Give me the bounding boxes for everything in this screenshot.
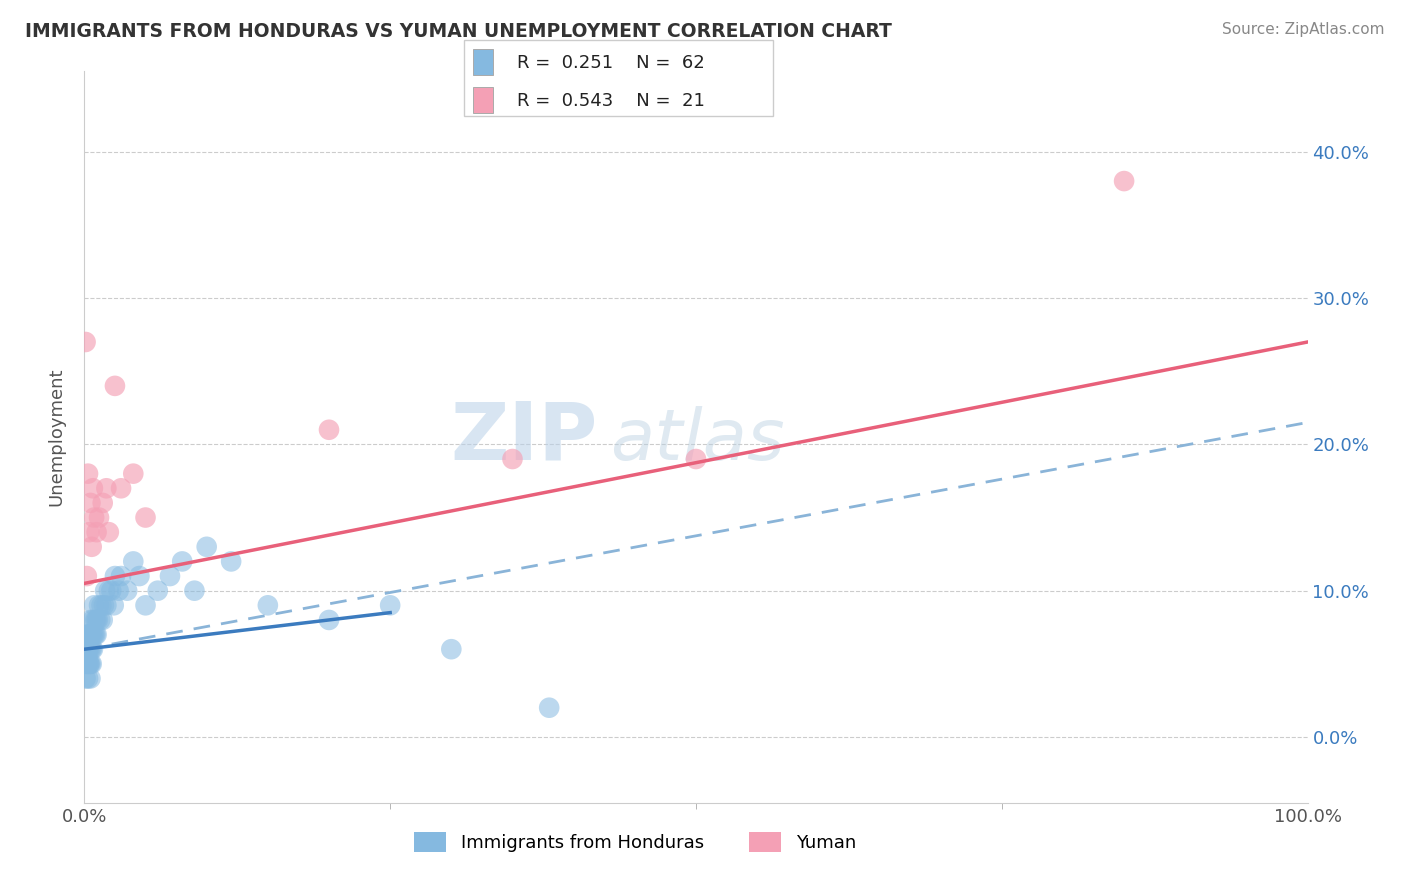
- Point: [257, 599, 280, 613]
- Point: [75, 334, 97, 349]
- Y-axis label: Unemployment: Unemployment: [48, 368, 66, 507]
- Point: [76, 657, 98, 671]
- Point: [87, 510, 110, 524]
- Point: [83, 627, 105, 641]
- Point: [135, 510, 157, 524]
- Text: atlas: atlas: [610, 406, 785, 475]
- Point: [318, 613, 340, 627]
- Point: [75, 657, 97, 671]
- Point: [77, 642, 100, 657]
- Point: [122, 467, 145, 481]
- Point: [538, 700, 561, 714]
- Point: [76, 657, 98, 671]
- Point: [79, 642, 101, 657]
- Point: [80, 657, 103, 671]
- Point: [100, 583, 122, 598]
- Point: [75, 672, 97, 686]
- Text: R =  0.251    N =  62: R = 0.251 N = 62: [517, 54, 706, 72]
- Point: [183, 583, 205, 598]
- Point: [91, 613, 114, 627]
- Point: [79, 672, 101, 686]
- Point: [80, 642, 103, 657]
- Point: [87, 599, 110, 613]
- Text: Source: ZipAtlas.com: Source: ZipAtlas.com: [1222, 22, 1385, 37]
- Point: [77, 627, 100, 641]
- Point: [77, 467, 100, 481]
- Point: [84, 613, 107, 627]
- Point: [94, 583, 117, 598]
- Point: [76, 627, 98, 641]
- Point: [195, 540, 218, 554]
- Point: [84, 627, 107, 641]
- Point: [77, 672, 100, 686]
- Point: [76, 569, 98, 583]
- Point: [90, 599, 112, 613]
- Point: [77, 642, 100, 657]
- Point: [135, 599, 157, 613]
- Point: [77, 525, 100, 540]
- Point: [96, 599, 118, 613]
- Text: IMMIGRANTS FROM HONDURAS VS YUMAN UNEMPLOYMENT CORRELATION CHART: IMMIGRANTS FROM HONDURAS VS YUMAN UNEMPL…: [25, 22, 893, 41]
- Legend: Immigrants from Honduras, Yuman: Immigrants from Honduras, Yuman: [406, 825, 863, 860]
- Point: [86, 627, 108, 641]
- Point: [103, 599, 125, 613]
- Point: [146, 583, 169, 598]
- Text: R =  0.543    N =  21: R = 0.543 N = 21: [517, 92, 706, 110]
- Point: [77, 657, 100, 671]
- Point: [86, 525, 108, 540]
- Point: [380, 599, 402, 613]
- Point: [79, 496, 101, 510]
- Point: [83, 510, 105, 524]
- Point: [97, 583, 120, 598]
- Point: [91, 496, 114, 510]
- Text: ZIP: ZIP: [451, 398, 598, 476]
- Point: [82, 642, 104, 657]
- Point: [80, 627, 103, 641]
- Point: [89, 613, 111, 627]
- Point: [82, 613, 104, 627]
- Point: [97, 525, 120, 540]
- Point: [79, 613, 101, 627]
- Point: [77, 657, 100, 671]
- Point: [82, 627, 104, 641]
- Point: [77, 627, 100, 641]
- Point: [128, 569, 150, 583]
- Point: [79, 627, 101, 641]
- Point: [79, 657, 101, 671]
- Point: [83, 599, 105, 613]
- Point: [80, 540, 103, 554]
- Point: [77, 642, 100, 657]
- Point: [77, 657, 100, 671]
- Point: [107, 583, 129, 598]
- Point: [87, 613, 110, 627]
- Point: [104, 379, 127, 393]
- Point: [159, 569, 181, 583]
- Point: [86, 613, 108, 627]
- Point: [219, 554, 242, 568]
- Point: [502, 452, 524, 467]
- Point: [318, 423, 340, 437]
- Point: [110, 481, 132, 495]
- Point: [110, 569, 132, 583]
- Point: [104, 569, 127, 583]
- Point: [172, 554, 194, 568]
- Point: [440, 642, 463, 657]
- Point: [96, 481, 118, 495]
- Point: [1114, 174, 1136, 188]
- Point: [122, 554, 145, 568]
- Point: [685, 452, 707, 467]
- Point: [115, 583, 138, 598]
- Point: [82, 481, 104, 495]
- Point: [93, 599, 115, 613]
- Point: [76, 642, 98, 657]
- Point: [75, 642, 97, 657]
